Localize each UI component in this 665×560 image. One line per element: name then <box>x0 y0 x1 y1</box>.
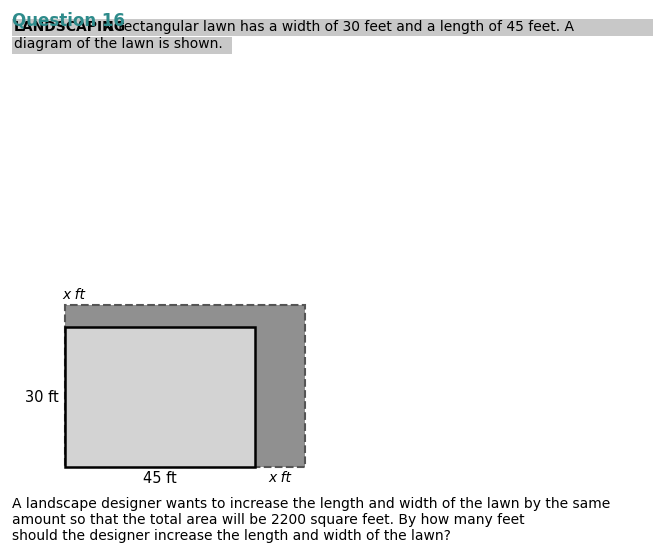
Text: A rectangular lawn has a width of 30 feet and a length of 45 feet. A: A rectangular lawn has a width of 30 fee… <box>100 20 574 34</box>
Text: 30 ft: 30 ft <box>25 390 59 404</box>
Bar <box>12 19 653 36</box>
Text: diagram of the lawn is shown.: diagram of the lawn is shown. <box>14 37 223 51</box>
Text: should the designer increase the length and width of the lawn?: should the designer increase the length … <box>12 529 451 543</box>
Text: 45 ft: 45 ft <box>143 471 177 486</box>
Text: LANDSCAPING: LANDSCAPING <box>14 20 126 34</box>
Bar <box>65 305 305 467</box>
Bar <box>12 37 232 54</box>
Bar <box>65 327 255 467</box>
Text: amount so that the total area will be 2200 square feet. By how many feet: amount so that the total area will be 22… <box>12 513 525 527</box>
Text: x ft: x ft <box>62 288 85 302</box>
Text: Question 16: Question 16 <box>12 11 125 29</box>
Text: A landscape designer wants to increase the length and width of the lawn by the s: A landscape designer wants to increase t… <box>12 497 610 511</box>
Text: x ft: x ft <box>269 471 291 485</box>
